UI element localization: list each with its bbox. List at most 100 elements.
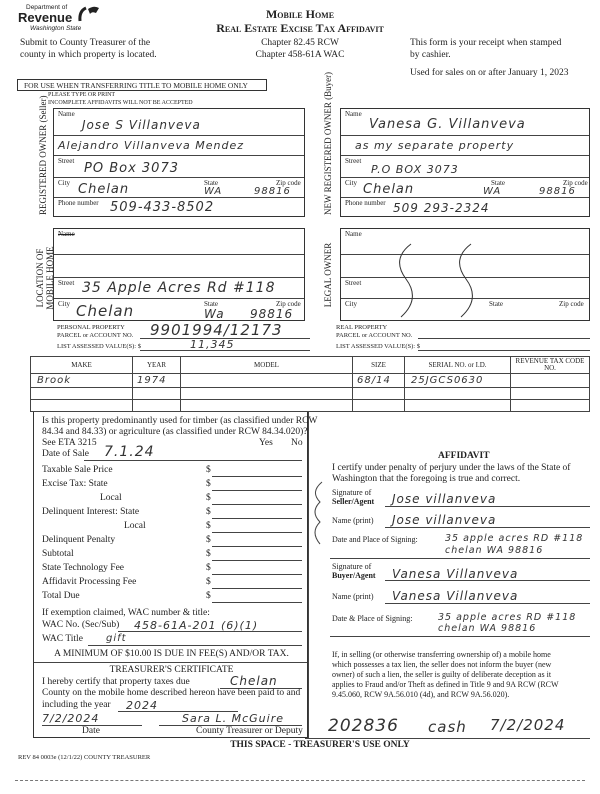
buyer-box: Name Vanesa G. Villanveva as my separate…	[340, 108, 590, 217]
phone-label: Phone number	[345, 199, 386, 207]
please-type: PLEASE TYPE OR PRINT	[48, 92, 116, 98]
location-section-label: LOCATION OF MOBILE HOME	[35, 246, 55, 310]
personal-property-parcel[interactable]: 9901994/12173	[150, 321, 283, 339]
city-label: City	[58, 179, 71, 187]
treasurer-county[interactable]: Chelan	[230, 674, 278, 688]
seller-place[interactable]: 35 apple acres RD #118	[445, 533, 584, 544]
seller-zip[interactable]: 98816	[254, 186, 291, 197]
dollar-sign: $	[206, 577, 211, 587]
location-state[interactable]: Wa	[204, 307, 225, 321]
buyer-name-print[interactable]: Vanesa Villanveva	[392, 589, 519, 603]
receipt-number: 202836	[328, 716, 399, 736]
col-year: YEAR	[132, 356, 181, 374]
seller-phone[interactable]: 509-433-8502	[110, 200, 215, 215]
seller-signature[interactable]: Jose villanveva	[392, 492, 497, 506]
no-option[interactable]: No	[291, 438, 303, 448]
col-size: SIZE	[352, 356, 405, 374]
buyer-name[interactable]: Vanesa G. Villanveva	[369, 117, 526, 132]
tax-amount-field[interactable]	[212, 518, 302, 519]
treasurer-certify-text-3: including the year	[42, 700, 111, 710]
location-zip[interactable]: 98816	[250, 307, 294, 321]
tax-amount-field[interactable]	[212, 602, 302, 603]
bracket-squiggle-icon	[314, 481, 323, 545]
seller-name[interactable]: Jose S Villanveva	[82, 118, 201, 132]
buyer-signature-label: Signature of Buyer/Agent	[332, 562, 376, 580]
seller-place-label: Date and Place of Signing:	[332, 535, 418, 544]
city-label: City	[345, 179, 358, 187]
tax-amount-field[interactable]	[212, 574, 302, 575]
buyer-street[interactable]: P.O BOX 3073	[371, 163, 459, 176]
personal-assessed-label: LIST ASSESSED VALUE(S): $	[57, 343, 141, 350]
cell-size[interactable]: 68/14	[352, 373, 405, 388]
state-label: State	[489, 300, 503, 308]
cell-serial[interactable]: 25JGCS0630	[404, 373, 511, 388]
treasurer-date[interactable]: 7/2/2024	[42, 712, 100, 725]
dollar-sign: $	[206, 465, 211, 475]
zip-label: Zip code	[276, 179, 301, 187]
zip-label: Zip code	[276, 300, 301, 308]
tax-line-label: Affidavit Processing Fee	[42, 577, 137, 587]
state-label: State	[204, 300, 218, 308]
mobile-home-table: MAKE YEAR MODEL SIZE SERIAL NO. or I.D. …	[30, 356, 590, 412]
tax-line-label: Excise Tax: State	[42, 479, 108, 489]
table-row: Brook 1974 68/14 25JGCS0630	[30, 373, 590, 388]
buyer-phone[interactable]: 509 293-2324	[393, 201, 490, 215]
name-label: Name	[58, 230, 75, 238]
seller-name-print[interactable]: Jose villanveva	[392, 513, 497, 527]
form-id: REV 84 0003e (12/1/22) COUNTY TREASURER	[18, 754, 151, 761]
tax-amount-field[interactable]	[212, 504, 302, 505]
seller-name-2[interactable]: Alejandro Villanveva Mendez	[58, 139, 245, 152]
timber-question: Is this property predominantly used for …	[42, 416, 318, 426]
buyer-place[interactable]: 35 apple acres RD #118	[438, 612, 577, 623]
seller-state[interactable]: WA	[204, 186, 223, 197]
dollar-sign: $	[206, 521, 211, 531]
yes-option[interactable]: Yes	[259, 438, 273, 448]
buyer-name-2[interactable]: as my separate property	[355, 139, 515, 152]
city-label: City	[345, 300, 358, 308]
tax-box: Is this property predominantly used for …	[33, 412, 317, 738]
chapter-wac: Chapter 458-61A WAC	[255, 50, 345, 60]
cell-model[interactable]	[180, 373, 353, 388]
wac-title[interactable]: gift	[106, 633, 127, 644]
cell-revenue-code[interactable]	[510, 373, 590, 388]
tax-line-label: State Technology Fee	[42, 563, 125, 573]
date-label: Date	[82, 726, 100, 736]
street-label: Street	[345, 157, 362, 165]
seller-city[interactable]: Chelan	[78, 182, 130, 197]
seller-street[interactable]: PO Box 3073	[84, 161, 179, 176]
location-city[interactable]: Chelan	[76, 302, 135, 320]
tax-line-label: Delinquent Interest: State	[42, 507, 140, 517]
col-serial: SERIAL NO. or I.D.	[404, 356, 511, 374]
treasurer-signature[interactable]: Sara L. McGuire	[182, 712, 284, 725]
treasurer-year[interactable]: 2024	[126, 699, 158, 712]
name-label: Name	[345, 230, 362, 238]
buyer-place-2[interactable]: chelan WA 98816	[438, 623, 537, 634]
dollar-sign: $	[206, 591, 211, 601]
receipt-note-2: by cashier.	[410, 50, 451, 60]
affidavit-certify: I certify under penalty of perjury under…	[332, 463, 571, 473]
dollar-sign: $	[206, 507, 211, 517]
tax-amount-field[interactable]	[212, 588, 302, 589]
wac-no[interactable]: 458-61A-201 (6)(1)	[134, 619, 259, 632]
cell-make[interactable]: Brook	[30, 373, 133, 388]
city-label: City	[58, 300, 71, 308]
cell-year[interactable]: 1974	[132, 373, 181, 388]
buyer-signature[interactable]: Vanesa Villanveva	[392, 567, 519, 581]
tax-amount-field[interactable]	[212, 490, 302, 491]
tax-amount-field[interactable]	[212, 476, 302, 477]
tax-line-label: Delinquent Penalty	[42, 535, 116, 545]
date-of-sale[interactable]: 7.1.24	[104, 444, 155, 460]
buyer-zip[interactable]: 98816	[539, 186, 576, 197]
tax-line-label: Local	[124, 521, 146, 531]
personal-assessed-value[interactable]: 11,345	[190, 338, 235, 351]
tax-amount-field[interactable]	[212, 532, 302, 533]
seller-place-2[interactable]: chelan WA 98816	[445, 545, 544, 556]
location-street[interactable]: 35 Apple Acres Rd #118	[82, 280, 276, 296]
tax-amount-field[interactable]	[212, 546, 302, 547]
buyer-city[interactable]: Chelan	[363, 182, 415, 197]
tax-amount-field[interactable]	[212, 560, 302, 561]
buyer-state[interactable]: WA	[483, 186, 502, 197]
dollar-sign: $	[206, 563, 211, 573]
dollar-sign: $	[206, 493, 211, 503]
form-title-2: Real Estate Excise Tax Affidavit	[216, 21, 384, 35]
